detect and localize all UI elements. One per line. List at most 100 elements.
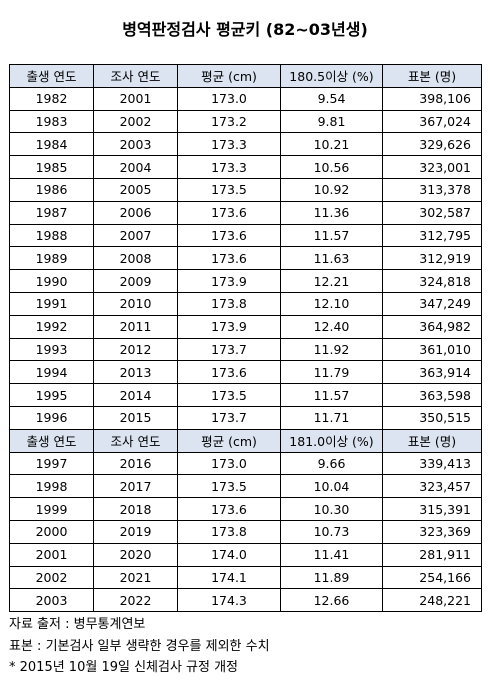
cell: 2008 <box>93 246 178 271</box>
header-cell: 조사 연도 <box>93 64 178 88</box>
cell: 10.73 <box>280 519 383 544</box>
cell: 2003 <box>9 588 94 613</box>
cell: 173.3 <box>177 155 281 179</box>
cell: 10.56 <box>280 155 383 179</box>
row: 1985 2004 173.3 10.56 323,001 <box>9 155 482 179</box>
cell: 173.8 <box>177 291 281 316</box>
header-cell: 181.0이상 (%) <box>280 428 383 453</box>
cell: 312,795 <box>382 223 482 248</box>
cell: 11.36 <box>280 200 383 225</box>
cell: 11.57 <box>280 383 383 407</box>
row: 1982 2001 173.0 9.54 398,106 <box>9 86 482 111</box>
header-cell: 조사 연도 <box>93 428 178 453</box>
row: 1993 2012 173.7 11.92 361,010 <box>9 337 482 362</box>
cell: 1998 <box>9 474 94 499</box>
cell: 1985 <box>9 155 94 179</box>
cell: 281,911 <box>382 542 482 567</box>
cell: 339,413 <box>382 451 482 476</box>
cell: 2009 <box>93 269 178 293</box>
cell: 248,221 <box>382 588 482 613</box>
cell: 173.5 <box>177 177 281 202</box>
row: 1995 2014 173.5 11.57 363,598 <box>9 383 482 407</box>
cell: 1988 <box>9 223 94 248</box>
row: 1992 2011 173.9 12.40 364,982 <box>9 314 482 339</box>
header-row: 출생 연도 조사 연도 평균 (cm) 181.0이상 (%) 표본 (명) <box>9 428 482 453</box>
cell: 11.79 <box>280 360 383 385</box>
cell: 173.9 <box>177 314 281 339</box>
cell: 1990 <box>9 269 94 293</box>
cell: 329,626 <box>382 132 482 157</box>
cell: 2005 <box>93 177 178 202</box>
cell: 173.2 <box>177 109 281 134</box>
cell: 11.92 <box>280 337 383 362</box>
cell: 1996 <box>9 405 94 430</box>
cell: 2010 <box>93 291 178 316</box>
cell: 174.1 <box>177 565 281 590</box>
cell: 2021 <box>93 565 178 590</box>
cell: 12.21 <box>280 269 383 293</box>
cell: 1982 <box>9 86 94 111</box>
note: 자료 출저 : 병무통계연보 <box>9 617 146 632</box>
cell: 367,024 <box>382 109 482 134</box>
cell: 324,818 <box>382 269 482 293</box>
cell: 11.41 <box>280 542 383 567</box>
cell: 2002 <box>9 565 94 590</box>
cell: 323,457 <box>382 474 482 499</box>
cell: 312,919 <box>382 246 482 271</box>
row: 1987 2006 173.6 11.36 302,587 <box>9 200 482 225</box>
cell: 2017 <box>93 474 178 499</box>
cell: 398,106 <box>382 86 482 111</box>
cell: 2001 <box>9 542 94 567</box>
cell: 347,249 <box>382 291 482 316</box>
cell: 12.40 <box>280 314 383 339</box>
row: 2002 2021 174.1 11.89 254,166 <box>9 565 482 590</box>
cell: 1993 <box>9 337 94 362</box>
cell: 2006 <box>93 200 178 225</box>
row: 1999 2018 173.6 10.30 315,391 <box>9 497 482 521</box>
cell: 11.57 <box>280 223 383 248</box>
cell: 173.5 <box>177 474 281 499</box>
cell: 1997 <box>9 451 94 476</box>
header-cell: 180.5이상 (%) <box>280 64 383 88</box>
cell: 12.66 <box>280 588 383 613</box>
row: 1996 2015 173.7 11.71 350,515 <box>9 405 482 430</box>
cell: 173.7 <box>177 405 281 430</box>
cell: 173.9 <box>177 269 281 293</box>
cell: 174.0 <box>177 542 281 567</box>
cell: 2007 <box>93 223 178 248</box>
cell: 2011 <box>93 314 178 339</box>
header-cell: 표본 (명) <box>382 64 482 88</box>
cell: 173.7 <box>177 337 281 362</box>
cell: 173.6 <box>177 246 281 271</box>
cell: 2000 <box>9 519 94 544</box>
cell: 173.5 <box>177 383 281 407</box>
cell: 1994 <box>9 360 94 385</box>
cell: 2014 <box>93 383 178 407</box>
cell: 2001 <box>93 86 178 111</box>
row: 1998 2017 173.5 10.04 323,457 <box>9 474 482 499</box>
cell: 1991 <box>9 291 94 316</box>
cell: 2003 <box>93 132 178 157</box>
cell: 9.66 <box>280 451 383 476</box>
cell: 1989 <box>9 246 94 271</box>
cell: 9.54 <box>280 86 383 111</box>
cell: 2013 <box>93 360 178 385</box>
cell: 364,982 <box>382 314 482 339</box>
row: 1983 2002 173.2 9.81 367,024 <box>9 109 482 134</box>
cell: 1983 <box>9 109 94 134</box>
cell: 254,166 <box>382 565 482 590</box>
row: 2001 2020 174.0 11.41 281,911 <box>9 542 482 567</box>
note: 표본 : 기본검사 일부 생략한 경우를 제외한 수치 <box>9 638 270 654</box>
cell: 1999 <box>9 497 94 521</box>
cell: 173.0 <box>177 451 281 476</box>
cell: 174.3 <box>177 588 281 613</box>
note: * 2015년 10월 19일 신체검사 규정 개정 <box>9 660 239 675</box>
header-cell: 평균 (cm) <box>177 428 281 453</box>
cell: 2022 <box>93 588 178 613</box>
cell: 10.30 <box>280 497 383 521</box>
cell: 173.6 <box>177 360 281 385</box>
cell: 2004 <box>93 155 178 179</box>
cell: 302,587 <box>382 200 482 225</box>
header-cell: 출생 연도 <box>9 428 94 453</box>
